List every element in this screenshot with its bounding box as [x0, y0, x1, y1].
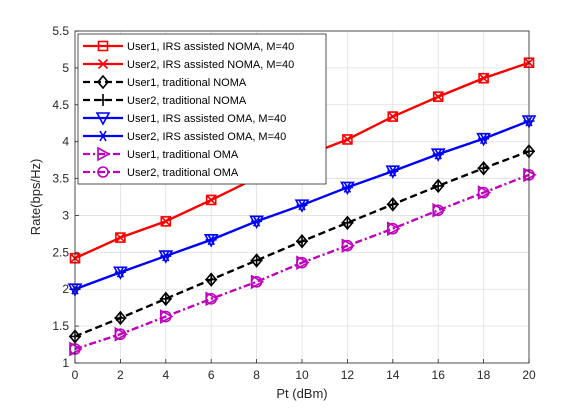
legend-entry: User1, IRS assisted OMA, M=40: [83, 112, 286, 126]
data-point: [341, 239, 354, 252]
data-point: [432, 91, 444, 102]
data-point: [433, 91, 444, 102]
legend-marker: [95, 112, 111, 126]
y-tick-label: 5.5: [52, 24, 69, 38]
y-tick-label: 2.5: [52, 245, 69, 259]
data-point: [114, 310, 127, 326]
legend-marker: [97, 40, 109, 52]
data-point: [387, 165, 399, 177]
legend-entry: User2, IRS assisted NOMA, M=40: [83, 58, 294, 71]
y-tick-label: 1.5: [52, 319, 69, 333]
data-point: [205, 234, 217, 246]
legend-label: User2, traditional NOMA: [127, 95, 247, 107]
data-point: [477, 186, 490, 199]
data-point: [205, 293, 217, 305]
y-tick-label: 1: [62, 356, 69, 370]
series-line: [74, 173, 530, 351]
y-tick-label: 5: [62, 61, 69, 75]
data-point: [206, 194, 217, 206]
legend-label: User2, IRS assisted OMA, M=40: [127, 131, 286, 143]
data-point: [478, 133, 490, 145]
data-point: [160, 250, 172, 262]
data-point: [342, 134, 353, 145]
data-point: [296, 256, 308, 269]
y-axis-title: Rate(bps/Hz): [28, 159, 43, 236]
x-tick-label: 16: [432, 368, 446, 382]
data-point: [387, 111, 398, 122]
data-point: [160, 216, 172, 227]
data-point: [296, 235, 308, 248]
legend-label: User1, IRS assisted OMA, M=40: [127, 113, 286, 125]
legend-marker: [97, 166, 109, 178]
data-point: [115, 232, 126, 243]
data-point: [114, 311, 127, 324]
data-point: [341, 216, 354, 229]
data-point: [386, 222, 399, 235]
legend-marker: [96, 74, 110, 90]
data-point: [205, 273, 218, 286]
legend-entry: User2, IRS assisted OMA, M=40: [83, 130, 286, 143]
data-point: [387, 111, 399, 122]
data-point: [251, 215, 263, 227]
legend-entry: User2, traditional OMA: [83, 166, 239, 179]
data-point: [205, 194, 217, 206]
data-point: [250, 276, 263, 288]
x-tick-label: 14: [386, 368, 400, 382]
legend-label: User1, traditional OMA: [127, 149, 239, 161]
data-point: [160, 310, 172, 323]
x-axis-title: Pt (dBm): [276, 386, 327, 401]
data-point: [295, 234, 309, 249]
x-tick-label: 10: [295, 368, 309, 382]
y-tick-label: 4: [62, 135, 69, 149]
legend-box: [77, 33, 327, 185]
y-tick-label: 3: [62, 208, 69, 222]
series-layer: [67, 57, 537, 357]
x-tick-label: 2: [117, 368, 124, 382]
x-tick-label: 12: [341, 368, 355, 382]
legend-entry: User1, IRS assisted NOMA, M=40: [83, 40, 294, 53]
data-point: [250, 254, 263, 267]
legend-entry: User1, traditional NOMA: [83, 74, 247, 90]
data-point: [386, 198, 399, 211]
legend-marker: [97, 146, 111, 162]
legend-label: User2, traditional OMA: [127, 167, 239, 179]
legend-label: User1, traditional NOMA: [127, 77, 247, 89]
axis-ticks: 0 2 4 6 8 10 12 14 16 18 20 1 1.5 2 2.5 3 3.5 4 4.5 5 5.5: [52, 24, 536, 382]
data-point: [432, 204, 445, 217]
data-point: [296, 199, 308, 211]
data-point: [114, 328, 127, 341]
legend: User1, IRS assisted NOMA, M=40 User2, IRS…: [77, 33, 327, 185]
data-point: [432, 148, 444, 160]
data-point: [114, 266, 126, 278]
x-tick-label: 6: [208, 368, 215, 382]
legend-marker: [97, 58, 109, 70]
legend-label: User1, IRS assisted NOMA, M=40: [127, 41, 294, 53]
data-point: [342, 134, 353, 145]
data-point: [478, 73, 489, 84]
y-tick-label: 4.5: [52, 98, 69, 112]
legend-marker: [97, 130, 109, 142]
data-point: [477, 162, 490, 175]
data-point: [341, 181, 353, 193]
y-tick-label: 3.5: [52, 172, 69, 186]
x-tick-label: 8: [253, 368, 260, 382]
legend-marker: [97, 94, 109, 106]
x-tick-label: 20: [522, 368, 536, 382]
data-point: [432, 179, 445, 192]
data-point: [159, 292, 172, 305]
y-tick-label: 2: [62, 282, 69, 296]
data-point: [160, 216, 171, 227]
data-point: [115, 232, 126, 243]
x-tick-label: 4: [162, 368, 169, 382]
legend-label: User2, IRS assisted NOMA, M=40: [127, 59, 294, 71]
legend-entry: User2, traditional NOMA: [83, 94, 247, 107]
x-tick-label: 18: [477, 368, 491, 382]
x-tick-label: 0: [72, 368, 79, 382]
legend-entry: User1, traditional OMA: [83, 146, 239, 162]
data-point: [478, 72, 489, 84]
